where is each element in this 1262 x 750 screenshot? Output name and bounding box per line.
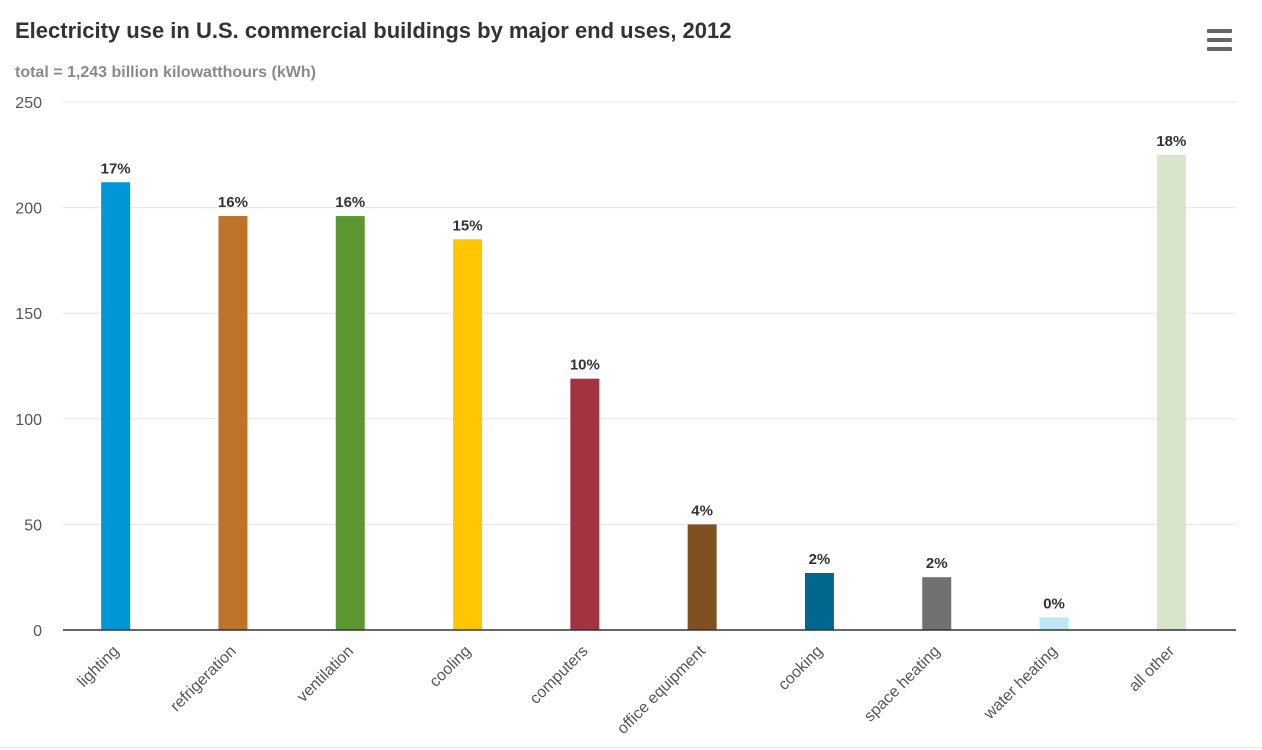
chart-subtitle: total = 1,243 billion kilowatthours (kWh… <box>15 64 316 81</box>
data-label: 10% <box>570 357 600 374</box>
x-tick-label: cooking <box>775 643 826 694</box>
x-tick-label: water heating <box>980 643 1061 724</box>
bottom-divider <box>0 747 1262 748</box>
data-label: 16% <box>335 194 365 211</box>
y-tick-label: 50 <box>24 517 42 534</box>
data-label: 18% <box>1156 133 1186 150</box>
bar-cooking <box>804 572 834 630</box>
y-tick-label: 100 <box>15 412 42 429</box>
y-tick-label: 250 <box>15 95 42 112</box>
data-label: 15% <box>453 217 483 234</box>
y-tick-label: 200 <box>15 201 42 218</box>
y-tick-label: 0 <box>33 623 42 640</box>
bar-cooling <box>453 239 483 630</box>
x-tick-label: space heating <box>861 643 943 725</box>
x-tick-label: office equipment <box>614 642 709 737</box>
data-label: 2% <box>809 551 831 568</box>
bar-computers <box>570 378 600 630</box>
bar-all-other <box>1156 154 1186 631</box>
x-tick-label: ventilation <box>294 643 357 706</box>
bar-space-heating <box>922 577 952 630</box>
x-tick-label: computers <box>527 643 592 708</box>
bar-lighting <box>101 182 131 631</box>
hamburger-menu-icon[interactable] <box>1200 26 1238 54</box>
x-tick-label: refrigeration <box>167 643 239 715</box>
data-label: 2% <box>926 555 948 572</box>
x-tick-label: cooling <box>427 643 475 691</box>
chart-title: Electricity use in U.S. commercial build… <box>15 18 732 43</box>
y-tick-label: 150 <box>15 306 42 323</box>
bar-office-equipment <box>687 524 717 630</box>
bar-ventilation <box>335 216 365 630</box>
data-label: 16% <box>218 194 248 211</box>
data-label: 4% <box>691 502 713 519</box>
x-tick-label: all other <box>1126 642 1179 695</box>
x-tick-label: lighting <box>75 643 123 691</box>
data-label: 0% <box>1043 595 1065 612</box>
bar-water-heating <box>1039 617 1069 630</box>
data-label: 17% <box>101 160 131 177</box>
bar-refrigeration <box>218 216 248 630</box>
